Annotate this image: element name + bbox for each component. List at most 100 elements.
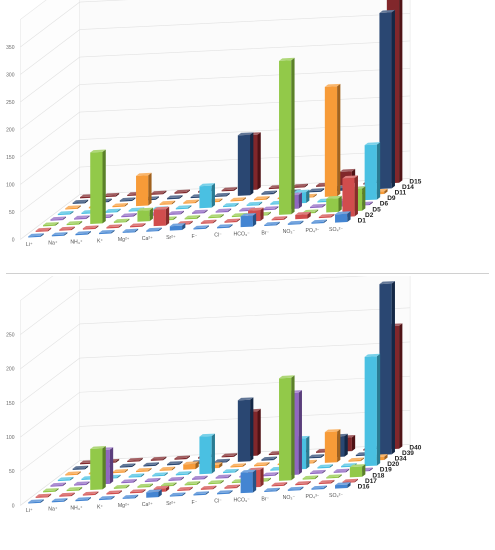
bar-d1-li xyxy=(28,233,44,238)
bar-d6-f xyxy=(215,208,232,213)
bar-d11-nh xyxy=(112,202,128,208)
bar-d2-k xyxy=(106,224,122,229)
bar-d16-na xyxy=(51,498,68,503)
series-label-d17: D17 xyxy=(365,478,377,485)
bar-d9-cl xyxy=(246,201,263,206)
bar-d11-li xyxy=(65,205,81,210)
chart-0-gridline xyxy=(20,178,411,240)
category-label-no: NO₃⁻ xyxy=(283,229,296,235)
bar-d2-nh xyxy=(82,225,99,230)
category-label-k: K⁺ xyxy=(97,504,103,510)
bar-d16-po xyxy=(311,485,327,490)
bar-d17-mg xyxy=(130,489,146,494)
category-label-ca: Ca²⁺ xyxy=(142,502,153,508)
bar-d39-li xyxy=(72,465,89,470)
category-label-no: NO₃⁻ xyxy=(283,495,296,501)
category-label-so: SO₄²⁻ xyxy=(329,227,343,233)
bar-d19-sr xyxy=(192,475,208,480)
bar-d40-sr xyxy=(221,453,238,458)
bar-d14-mg xyxy=(167,195,183,200)
bar-d39-k xyxy=(143,462,159,467)
bar-d1-no xyxy=(287,220,304,225)
series-label-d40: D40 xyxy=(409,444,421,451)
bar-d1-f xyxy=(193,225,209,230)
bar-d9-so xyxy=(364,142,381,201)
bar-d5-k xyxy=(113,218,130,223)
bar-d16-nh xyxy=(75,496,91,502)
chart-0-gridline xyxy=(20,150,411,213)
bar-d34-ca xyxy=(183,461,199,470)
chart-0-y-tick-label: 50 xyxy=(9,210,15,216)
bar-d11-f xyxy=(230,197,246,202)
bar-d2-br xyxy=(271,216,288,221)
chart-1-gridline xyxy=(20,276,368,335)
bar-d20-ca xyxy=(175,471,192,476)
bar-d18-po xyxy=(326,474,342,479)
bar-d16-f xyxy=(193,491,209,496)
bar-d2-na xyxy=(59,226,75,231)
bar-d2-so xyxy=(342,175,358,217)
bar-d16-br xyxy=(264,487,280,493)
category-label-f: F⁻ xyxy=(192,234,198,240)
category-label-po: PO₄³⁻ xyxy=(305,228,319,234)
category-label-mg: Mg²⁺ xyxy=(118,237,130,243)
bar-d34-mg xyxy=(159,466,176,471)
series-label-d14: D14 xyxy=(402,184,414,191)
bar-d11-k xyxy=(136,172,152,207)
bar-d1-sr xyxy=(169,223,186,231)
bar-d19-hco xyxy=(262,472,279,477)
bar-d9-ca xyxy=(175,205,192,210)
bar-d39-so xyxy=(379,281,395,455)
bar-d1-hco xyxy=(240,213,257,228)
bar-d17-cl xyxy=(224,484,240,489)
chart-0-gridline xyxy=(20,95,411,158)
bar-d40-nh xyxy=(127,457,143,463)
bar-d18-br xyxy=(279,375,295,481)
bar-d18-k xyxy=(113,484,130,489)
series-label-d15: D15 xyxy=(409,178,421,185)
chart-0-y-tick-label: 250 xyxy=(6,100,15,106)
bar-d16-ca xyxy=(146,489,162,498)
bar-d9-f xyxy=(223,202,239,208)
bar-d16-li xyxy=(28,499,44,504)
chart-0-y-tick-label: 150 xyxy=(6,155,15,161)
bar-d34-nh xyxy=(112,468,128,474)
category-label-mg: Mg²⁺ xyxy=(118,503,130,509)
bar-d17-po xyxy=(318,479,335,485)
bar-d17-f xyxy=(200,485,217,490)
bar-d20-k xyxy=(128,473,145,478)
bar-d17-sr xyxy=(177,486,193,492)
category-label-sr: Sr²⁺ xyxy=(166,501,176,507)
chart-top-svg: 0 50 100 150 200 250 300 350 Li⁺ Na⁺ NH₄⁺ K⁺ Mg²⁺ Ca²… xyxy=(6,0,422,248)
bar-d19-li xyxy=(50,482,66,487)
category-label-li: Li⁺ xyxy=(26,242,33,248)
bar-d1-cl xyxy=(217,224,233,229)
panel-divider xyxy=(6,273,489,274)
bar-d34-f xyxy=(230,463,246,468)
bar-d19-na xyxy=(74,481,90,486)
chart-1-y-tick-label: 0 xyxy=(12,503,15,509)
chart-0-y-tick-label: 350 xyxy=(6,45,15,51)
bar-d6-li xyxy=(50,216,66,221)
bar-d18-li xyxy=(43,488,59,493)
bar-d1-k xyxy=(99,229,115,235)
bar-d5-f xyxy=(208,214,224,219)
bar-d14-sr xyxy=(214,192,230,198)
bar-d17-k xyxy=(106,490,122,495)
bar-d34-cl xyxy=(254,462,270,467)
bar-d2-li xyxy=(35,227,52,232)
series-label-d19: D19 xyxy=(380,467,392,474)
bar-d34-po xyxy=(348,457,364,462)
chart-0-gridline xyxy=(20,40,411,103)
bar-d16-sr xyxy=(169,492,186,497)
series-label-d18: D18 xyxy=(372,472,384,479)
category-label-nh: NH₄⁺ xyxy=(70,506,83,512)
bar-d15-hco xyxy=(292,183,308,188)
series-label-d2: D2 xyxy=(365,212,374,219)
bar-d20-f xyxy=(223,468,239,474)
bar-d39-f xyxy=(237,397,254,462)
bar-d20-so xyxy=(364,353,381,467)
bar-d39-sr xyxy=(214,458,230,464)
series-label-d16: D16 xyxy=(358,483,370,490)
category-label-cl: Cl⁻ xyxy=(214,499,222,505)
